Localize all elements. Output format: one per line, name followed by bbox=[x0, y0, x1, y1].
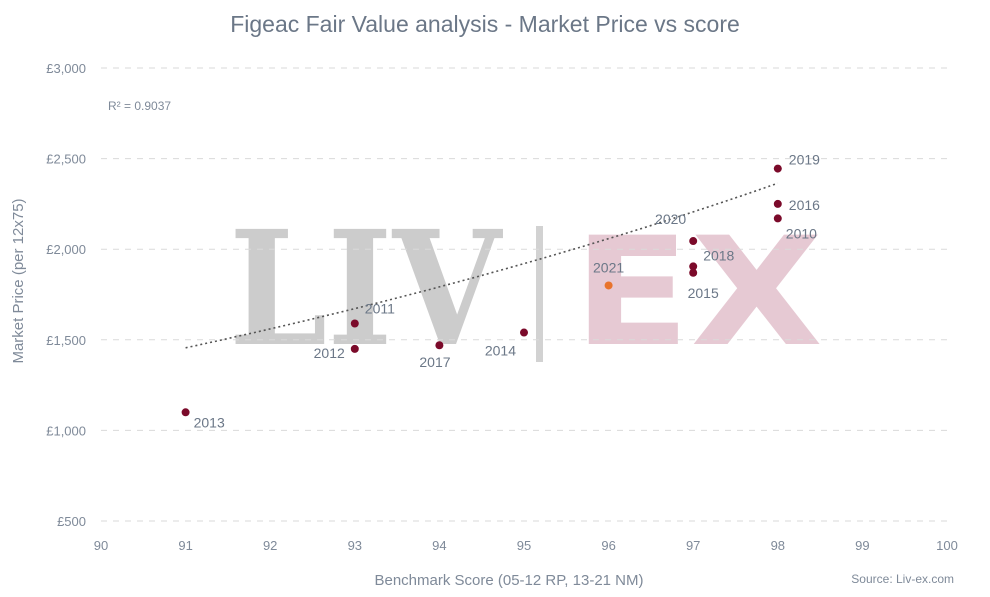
y-tick-label: £3,000 bbox=[46, 61, 86, 76]
x-tick-label: 94 bbox=[432, 538, 446, 553]
r-squared-annotation: R² = 0.9037 bbox=[108, 99, 171, 113]
data-point bbox=[181, 408, 190, 417]
point-label: 2012 bbox=[314, 345, 345, 361]
watermark: LIV EX bbox=[229, 197, 823, 382]
data-point bbox=[689, 237, 698, 246]
y-axis-title: Market Price (per 12x75) bbox=[10, 198, 27, 363]
point-label: 2020 bbox=[655, 211, 686, 227]
y-tick-label: £2,000 bbox=[46, 242, 86, 257]
data-point bbox=[689, 268, 698, 277]
data-point bbox=[604, 281, 613, 290]
point-label: 2010 bbox=[786, 225, 817, 241]
data-point bbox=[520, 328, 528, 337]
x-tick-label: 96 bbox=[601, 538, 615, 553]
x-tick-label: 100 bbox=[936, 538, 958, 553]
data-point bbox=[350, 319, 359, 328]
point-label: 2017 bbox=[419, 354, 450, 370]
gridlines bbox=[101, 67, 947, 522]
point-label: 2021 bbox=[593, 259, 624, 275]
x-tick-label: 99 bbox=[855, 538, 869, 553]
x-tick-label: 90 bbox=[94, 538, 108, 553]
x-tick-label: 92 bbox=[263, 538, 277, 553]
y-tick-label: £500 bbox=[57, 514, 86, 529]
data-point bbox=[773, 199, 782, 208]
point-labels: 2013 2011 2012 2017 2014 2021 2020 2018 2015 2019… bbox=[194, 152, 821, 431]
watermark-right: EX bbox=[573, 206, 823, 380]
y-tick-label: £1,000 bbox=[46, 423, 86, 438]
x-axis-title: Benchmark Score (05-12 RP, 13-21 NM) bbox=[374, 572, 643, 589]
data-point bbox=[773, 214, 782, 223]
data-point bbox=[773, 164, 782, 173]
y-axis-ticks: £500 £1,000 £1,500 £2,000 £2,500 £3,000 bbox=[46, 61, 86, 529]
point-label: 2016 bbox=[789, 197, 820, 213]
chart-title: Figeac Fair Value analysis - Market Pric… bbox=[230, 11, 740, 37]
source-note: Source: Liv-ex.com bbox=[851, 572, 954, 586]
data-point bbox=[350, 344, 359, 353]
watermark-divider bbox=[536, 226, 543, 362]
point-label: 2019 bbox=[789, 152, 820, 168]
point-label: 2013 bbox=[194, 414, 225, 430]
x-tick-label: 93 bbox=[348, 538, 362, 553]
point-label: 2011 bbox=[365, 300, 395, 316]
trendline bbox=[185, 182, 779, 349]
data-points bbox=[181, 164, 782, 417]
x-tick-label: 97 bbox=[686, 538, 700, 553]
x-tick-label: 98 bbox=[771, 538, 785, 553]
point-label: 2014 bbox=[485, 343, 516, 359]
x-tick-label: 91 bbox=[178, 538, 192, 553]
point-label: 2018 bbox=[703, 247, 734, 263]
data-point bbox=[435, 341, 444, 350]
point-label: 2015 bbox=[688, 285, 719, 301]
y-tick-label: £1,500 bbox=[46, 333, 86, 348]
watermark-left: LIV bbox=[229, 197, 503, 382]
data-point bbox=[689, 262, 698, 271]
x-axis-ticks: 90 91 92 93 94 95 96 97 98 99 100 bbox=[94, 538, 958, 553]
x-tick-label: 95 bbox=[517, 538, 531, 553]
y-tick-label: £2,500 bbox=[46, 152, 86, 167]
